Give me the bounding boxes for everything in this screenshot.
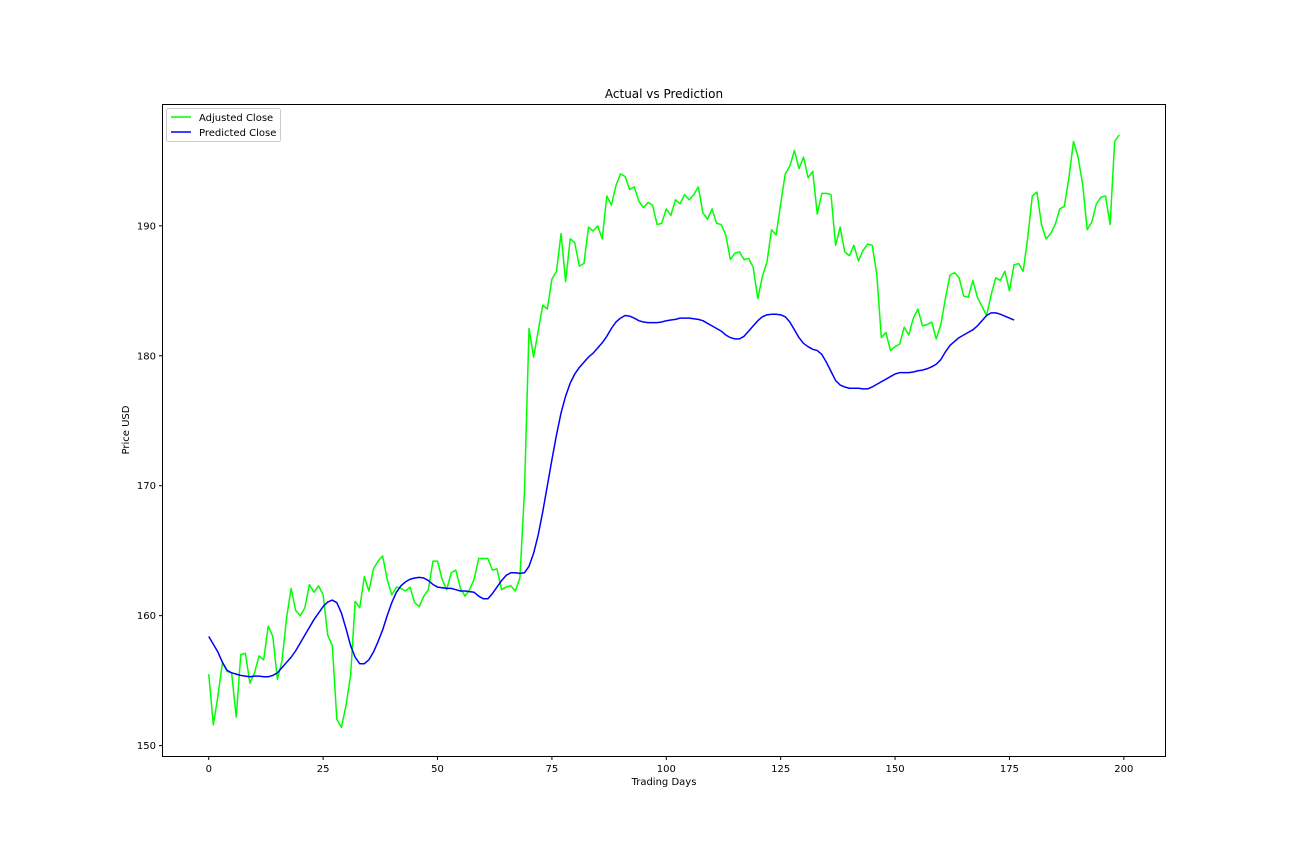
legend-box: [166, 108, 281, 142]
x-tick-label: 0: [206, 764, 212, 775]
x-tick-label: 25: [317, 764, 330, 775]
y-tick-label: 180: [137, 351, 156, 362]
plot-frame: [162, 104, 1166, 757]
x-tick-label: 175: [1000, 764, 1019, 775]
series-layer: [208, 134, 1120, 729]
series-line-predicted-close: [208, 312, 1015, 678]
y-tick-label: 170: [137, 481, 156, 492]
y-tick-label: 150: [137, 741, 156, 752]
legend: Adjusted Close Predicted Close: [166, 108, 281, 142]
y-axis-label: Price USD: [121, 405, 132, 454]
x-tick-label: 200: [1114, 764, 1133, 775]
series-line-adjusted-close: [208, 134, 1120, 729]
legend-label-adjusted-close: Adjusted Close: [199, 113, 273, 124]
y-tick-label: 160: [137, 611, 156, 622]
x-tick-label: 75: [546, 764, 559, 775]
chart-title: Actual vs Prediction: [605, 87, 723, 101]
legend-label-predicted-close: Predicted Close: [199, 128, 276, 139]
x-axis: 0 25 50 75 100 125 150 175 200: [206, 756, 1133, 775]
x-axis-label: Trading Days: [631, 777, 697, 788]
x-tick-label: 100: [657, 764, 676, 775]
x-tick-label: 125: [771, 764, 790, 775]
x-tick-label: 50: [431, 764, 444, 775]
y-axis: 150 160 170 180 190: [137, 221, 163, 752]
y-tick-label: 190: [137, 221, 156, 232]
x-tick-label: 150: [886, 764, 905, 775]
